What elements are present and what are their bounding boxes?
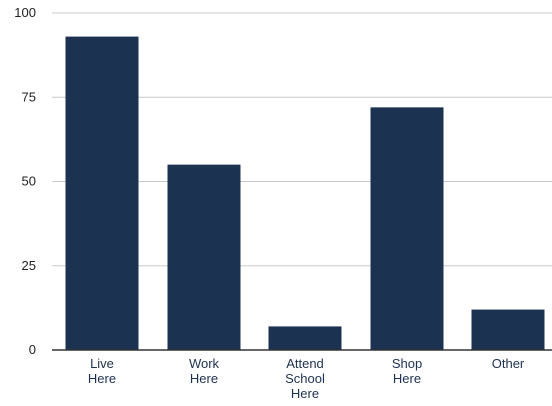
y-axis-tick-labels: 0 25 50 75 100 xyxy=(14,5,36,357)
x-category-label-line: Other xyxy=(492,356,525,371)
bar-4 xyxy=(370,107,444,350)
x-category-label: Live Here xyxy=(88,356,116,386)
x-category-label-line: Shop xyxy=(392,356,422,371)
x-category-label-line: Attend xyxy=(286,356,324,371)
y-tick-label: 100 xyxy=(14,5,36,20)
y-tick-label: 50 xyxy=(22,174,36,189)
bar-1 xyxy=(65,36,139,351)
bar-5 xyxy=(471,309,545,350)
bars xyxy=(65,36,545,351)
y-tick-label: 0 xyxy=(29,342,36,357)
bar-3 xyxy=(268,326,342,350)
x-category-label-line: Here xyxy=(88,371,116,386)
x-category-label-line: Here xyxy=(190,371,218,386)
x-category-label: Shop Here xyxy=(392,356,422,386)
x-category-label: Work Here xyxy=(189,356,220,386)
x-category-label: Other xyxy=(492,356,525,371)
y-tick-label: 25 xyxy=(22,258,36,273)
x-category-label-line: Here xyxy=(291,386,319,401)
x-category-label-line: Here xyxy=(393,371,421,386)
x-category-label: Attend School Here xyxy=(285,356,325,401)
bar-2 xyxy=(167,164,241,350)
y-tick-label: 75 xyxy=(22,89,36,104)
x-category-label-line: School xyxy=(285,371,325,386)
x-category-label-line: Work xyxy=(189,356,220,371)
x-category-label-line: Live xyxy=(90,356,114,371)
